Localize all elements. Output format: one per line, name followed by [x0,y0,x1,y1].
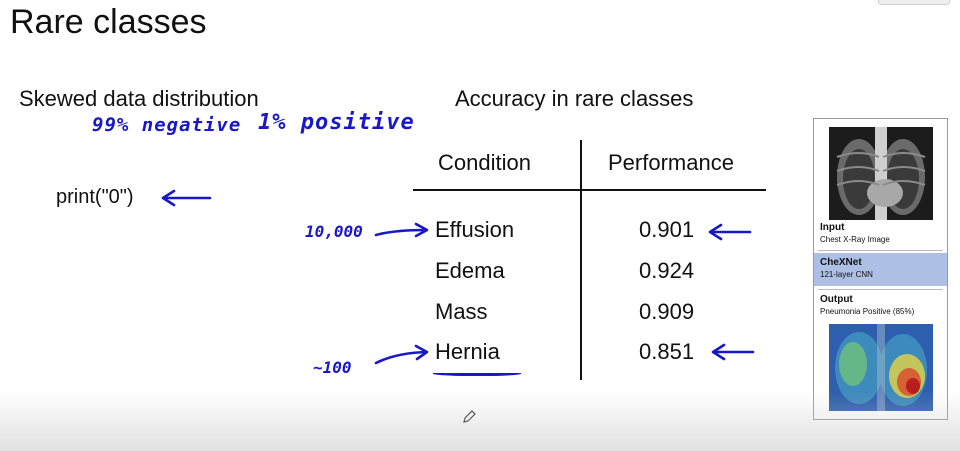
model-label-block: CheXNet 121-layer CNN [814,253,947,286]
card-divider [818,250,943,251]
arrow-right-icon [374,222,429,238]
model-title: CheXNet [820,257,862,268]
arrow-left-icon [708,223,752,241]
output-label-block: Output Pneumonia Positive (85%) [820,294,943,317]
results-table: Condition Performance Effusion 0.901 Ede… [413,140,766,380]
column-header-condition: Condition [438,150,531,175]
code-snippet: print("0") [56,186,134,208]
bottom-gradient [0,391,960,451]
performance-cell: 0.924 [639,258,695,283]
hernia-count-annotation: ~100 [313,358,352,377]
hernia-underline [433,370,521,376]
condition-cell: Edema [435,258,505,283]
handwritten-negative: 99% negative [92,114,242,136]
table-row: Hernia 0.851 [413,339,766,376]
table-row: Mass 0.909 [413,299,766,335]
table-column-rule [580,140,582,380]
card-divider [818,289,943,290]
condition-cell: Effusion [435,217,515,242]
chest-xray-image [829,127,933,220]
accuracy-heading: Accuracy in rare classes [455,86,694,111]
table-header-rule [413,189,766,191]
performance-cell: 0.851 [639,339,695,364]
arrow-left-icon [161,189,212,207]
table-row: Effusion 0.901 [413,217,766,253]
handwritten-positive: 1% positive [258,110,415,135]
input-subtitle: Chest X-Ray Image [820,235,890,244]
performance-cell: 0.909 [639,299,695,324]
effusion-count-annotation: 10,000 [305,222,363,241]
table-row: Edema 0.924 [413,258,766,294]
slide-title: Rare classes [10,3,207,41]
arrow-right-icon [374,344,429,365]
condition-cell: Hernia [435,339,500,364]
column-header-performance: Performance [608,150,734,175]
skewed-heading: Skewed data distribution [19,86,259,111]
input-label-block: Input Chest X-Ray Image [820,222,943,245]
output-title: Output [820,294,853,305]
chexnet-figure: Input Chest X-Ray Image CheXNet 121-laye… [813,118,948,420]
performance-cell: 0.901 [639,217,695,242]
model-subtitle: 121-layer CNN [820,270,873,279]
window-tab[interactable] [878,0,950,5]
condition-cell: Mass [435,299,488,324]
input-title: Input [820,222,845,233]
output-subtitle: Pneumonia Positive (85%) [820,307,915,316]
arrow-left-icon [711,343,755,361]
